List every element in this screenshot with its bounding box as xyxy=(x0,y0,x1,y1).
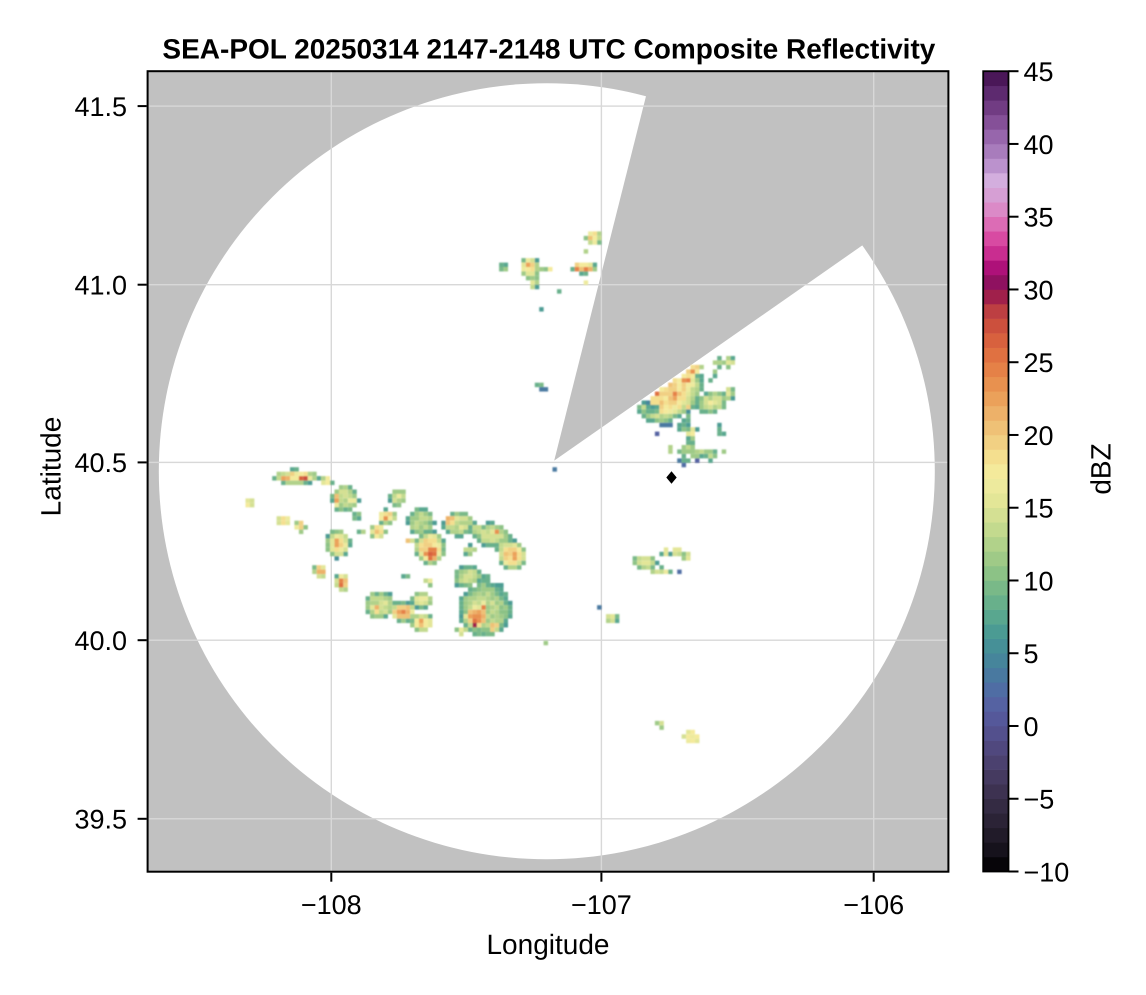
svg-text:45: 45 xyxy=(1024,57,1054,87)
svg-text:0: 0 xyxy=(1024,712,1039,742)
svg-text:−106: −106 xyxy=(843,890,904,920)
svg-text:30: 30 xyxy=(1024,275,1054,305)
svg-text:−108: −108 xyxy=(301,890,362,920)
svg-text:25: 25 xyxy=(1024,348,1054,378)
svg-text:41.0: 41.0 xyxy=(74,271,127,301)
svg-text:20: 20 xyxy=(1024,421,1054,451)
svg-text:−5: −5 xyxy=(1024,785,1055,815)
svg-text:Longitude: Longitude xyxy=(486,929,609,960)
svg-text:SEA-POL 20250314 2147-2148 UTC: SEA-POL 20250314 2147-2148 UTC Composite… xyxy=(162,33,935,64)
svg-text:40.5: 40.5 xyxy=(74,448,127,478)
svg-text:40: 40 xyxy=(1024,130,1054,160)
svg-text:Latitude: Latitude xyxy=(36,417,67,517)
svg-text:−107: −107 xyxy=(571,890,632,920)
svg-text:41.5: 41.5 xyxy=(74,92,127,122)
svg-text:5: 5 xyxy=(1024,639,1039,669)
svg-text:35: 35 xyxy=(1024,203,1054,233)
svg-text:−10: −10 xyxy=(1024,857,1070,887)
svg-text:10: 10 xyxy=(1024,566,1054,596)
svg-text:dBZ: dBZ xyxy=(1086,443,1117,494)
svg-text:15: 15 xyxy=(1024,494,1054,524)
svg-text:40.0: 40.0 xyxy=(74,626,127,656)
svg-text:39.5: 39.5 xyxy=(74,805,127,835)
